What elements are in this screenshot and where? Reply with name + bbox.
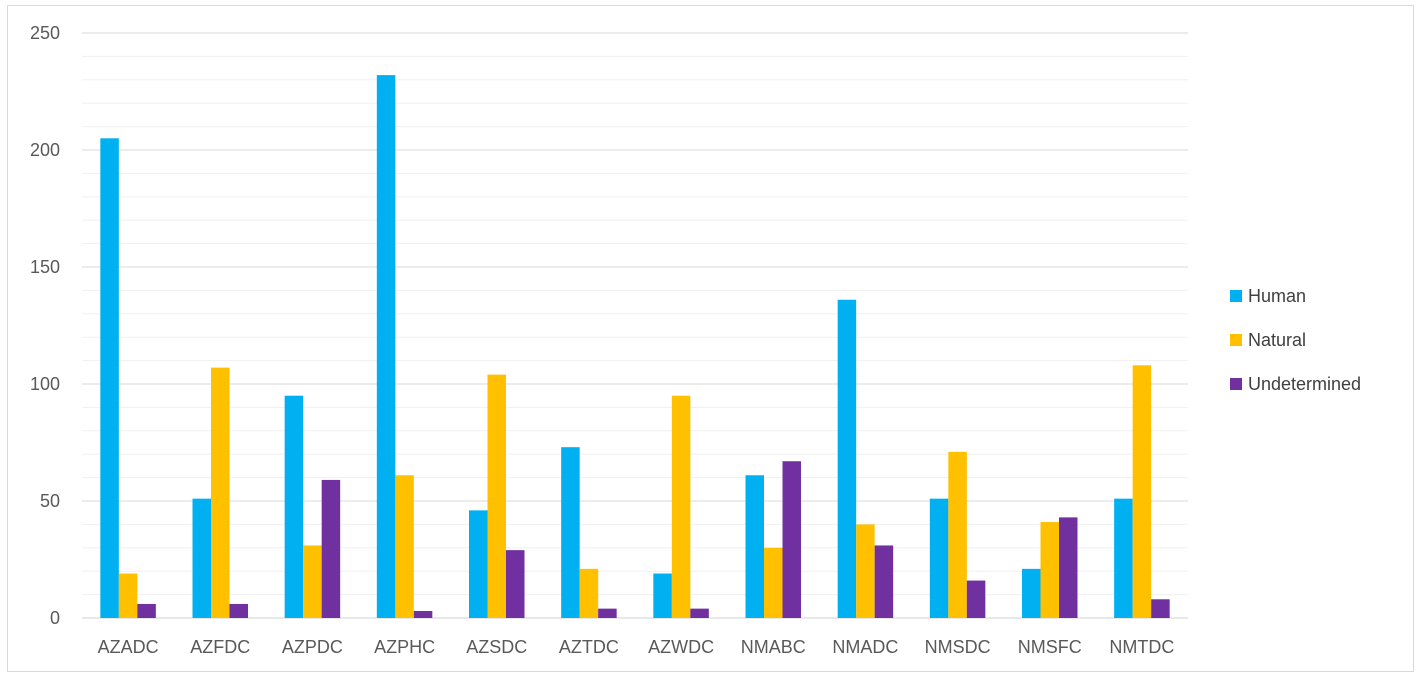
x-tick-label: NMSDC — [925, 637, 991, 657]
bar-natural-azsdc — [487, 374, 506, 618]
bar-natural-nmadc — [856, 524, 875, 618]
x-tick-label: AZPHC — [374, 637, 435, 657]
y-tick-label: 200 — [30, 140, 60, 160]
x-tick-label: NMSFC — [1018, 637, 1082, 657]
x-tick-label: NMABC — [741, 637, 806, 657]
bar-undetermined-azsdc — [506, 550, 525, 618]
bar-undetermined-nmtdc — [1151, 599, 1170, 618]
y-axis: 0 50 100 150 200 250 — [30, 23, 60, 628]
x-tick-label: NMADC — [832, 637, 898, 657]
bar-human-nmsfc — [1022, 568, 1041, 618]
legend-swatch-natural — [1230, 334, 1242, 346]
bars — [100, 75, 1170, 619]
bar-human-azadc — [100, 138, 119, 619]
y-tick-label: 50 — [40, 491, 60, 511]
y-tick-label: 250 — [30, 23, 60, 43]
bar-undetermined-nmabc — [782, 461, 801, 618]
bar-undetermined-azphc — [413, 610, 433, 618]
bar-undetermined-azwdc — [690, 608, 709, 618]
bar-human-azfdc — [192, 498, 211, 618]
y-tick-label: 150 — [30, 257, 60, 277]
bar-natural-azadc — [118, 573, 138, 618]
bar-natural-azfdc — [211, 367, 230, 618]
x-tick-label: AZSDC — [466, 637, 527, 657]
bar-natural-azphc — [395, 475, 414, 618]
legend-label-human: Human — [1248, 286, 1306, 306]
bar-natural-azpdc — [303, 545, 322, 618]
x-axis: AZADC AZFDC AZPDC AZPHC AZSDC AZTDC AZWDC NMABC… — [98, 637, 1175, 657]
bar-human-azpdc — [284, 395, 304, 618]
x-tick-label: AZADC — [98, 637, 159, 657]
x-tick-label: AZWDC — [648, 637, 714, 657]
gridlines — [82, 32, 1188, 619]
bar-natural-azwdc — [671, 395, 691, 618]
x-tick-label: AZTDC — [559, 637, 619, 657]
legend-swatch-human — [1230, 290, 1242, 302]
x-tick-label: AZPDC — [282, 637, 343, 657]
bar-natural-nmsdc — [948, 451, 967, 618]
bar-undetermined-nmadc — [874, 545, 894, 618]
bar-undetermined-azpdc — [321, 479, 341, 618]
bar-natural-nmabc — [764, 547, 783, 618]
bar-undetermined-nmsfc — [1059, 517, 1078, 618]
bar-undetermined-nmsdc — [966, 580, 986, 618]
bar-human-nmtdc — [1114, 498, 1133, 618]
bar-human-azphc — [376, 75, 396, 619]
bar-natural-nmsfc — [1040, 522, 1059, 618]
bar-undetermined-aztdc — [598, 608, 617, 618]
bar-human-nmsdc — [929, 498, 949, 618]
bar-natural-nmtdc — [1132, 365, 1152, 618]
y-tick-label: 0 — [50, 608, 60, 628]
x-tick-label: NMTDC — [1109, 637, 1174, 657]
y-tick-label: 100 — [30, 374, 60, 394]
bar-undetermined-azfdc — [229, 603, 248, 618]
chart-frame — [7, 5, 1414, 672]
bar-human-nmabc — [745, 475, 764, 618]
bar-human-azwdc — [653, 573, 672, 618]
bar-human-aztdc — [561, 447, 580, 618]
legend-label-undetermined: Undetermined — [1248, 374, 1361, 394]
bar-human-azsdc — [469, 510, 488, 618]
bar-undetermined-azadc — [137, 603, 156, 618]
legend: Human Natural Undetermined — [1230, 286, 1361, 394]
bar-natural-aztdc — [579, 568, 599, 618]
x-tick-label: AZFDC — [190, 637, 250, 657]
bar-human-nmadc — [837, 299, 857, 618]
legend-swatch-undetermined — [1230, 378, 1242, 390]
legend-label-natural: Natural — [1248, 330, 1306, 350]
